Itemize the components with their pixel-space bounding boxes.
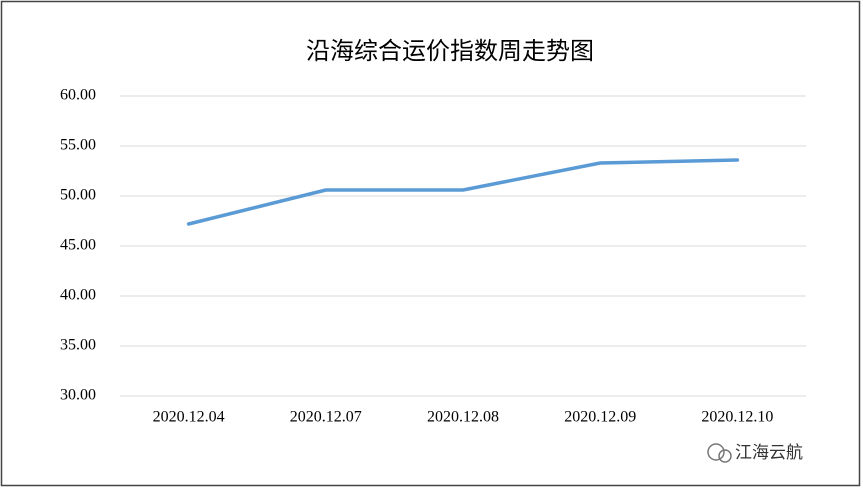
y-tick-label: 40.00 bbox=[60, 287, 96, 304]
y-tick-label: 45.00 bbox=[60, 237, 96, 254]
line bbox=[186, 158, 740, 226]
watermark-icon bbox=[707, 443, 732, 463]
x-tick-label: 2020.12.08 bbox=[427, 409, 499, 426]
x-tick-label: 2020.12.07 bbox=[290, 409, 362, 426]
y-tick-label: 35.00 bbox=[60, 337, 96, 354]
x-tick-label: 2020.12.04 bbox=[153, 409, 225, 426]
x-tick-label: 2020.12.09 bbox=[564, 409, 636, 426]
x-tick-label: 2020.12.10 bbox=[701, 409, 773, 426]
watermark: 江海云航 bbox=[735, 443, 803, 463]
y-tick-label: 50.00 bbox=[60, 187, 96, 204]
y-tick-label: 60.00 bbox=[60, 87, 96, 104]
chart-title: 沿海综合运价指数周走势图 bbox=[306, 37, 594, 65]
y-tick-label: 55.00 bbox=[60, 137, 96, 154]
y-tick-label: 30.00 bbox=[60, 387, 96, 404]
